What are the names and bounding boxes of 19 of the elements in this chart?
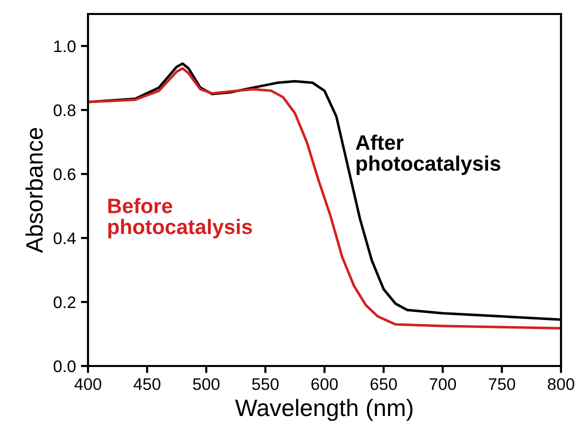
x-tick-label: 400 [74,378,102,390]
x-tick-label: 450 [134,378,160,390]
y-tick-label: 0.0 [54,360,76,372]
y-tick-label: 0.8 [54,104,76,116]
series-label: After photocatalysis [356,134,500,175]
y-tick-label: 1.0 [54,40,76,52]
x-tick-label: 800 [548,378,574,390]
text: Before photocatalysis [108,198,252,238]
y-tick-label: 0.6 [54,168,76,180]
x-tick-label: 650 [370,378,397,390]
x-axis-title: Wavelength (nm) [235,398,412,421]
x-tick-label: 550 [252,378,279,390]
x-tick-label: 500 [193,378,220,390]
x-tick-label: 600 [311,378,338,390]
y-tick-label: 0.4 [54,232,76,244]
y-axis-title: Absorbance [25,128,43,253]
x-tick-label: 750 [488,378,516,390]
x-tick-label: 700 [430,378,456,390]
y-tick-label: 0.2 [54,296,76,308]
